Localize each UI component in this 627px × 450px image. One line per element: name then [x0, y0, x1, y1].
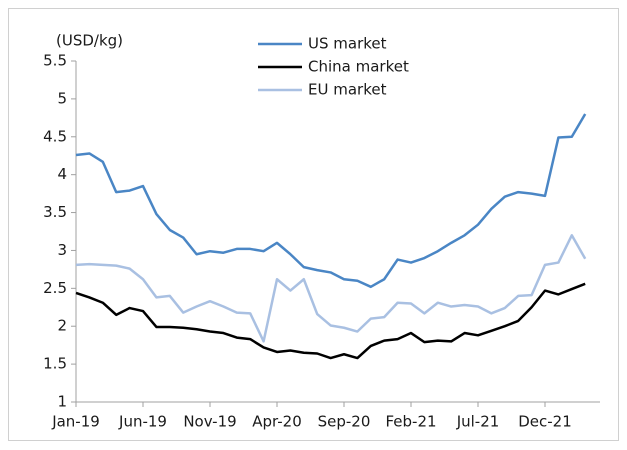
x-tick-label: Jun-19	[118, 413, 167, 431]
series-line	[75, 282, 586, 360]
series-line	[75, 113, 587, 289]
chart-frame	[8, 8, 619, 441]
y-tick-label: 1	[57, 393, 67, 411]
y-tick-label: 3	[57, 241, 67, 259]
x-tick-label: Feb-21	[385, 413, 436, 431]
x-tick-label: Sep-20	[318, 413, 371, 431]
x-tick-label: Nov-19	[183, 413, 236, 431]
y-tick-label: 4.5	[43, 127, 67, 145]
y-tick-label: 1.5	[43, 355, 67, 373]
series-line	[75, 234, 587, 343]
y-tick-label: 2.5	[43, 279, 67, 297]
y-tick-label: 5.5	[43, 52, 67, 70]
y-tick-label: 3.5	[43, 203, 67, 221]
y-tick-label: 5	[57, 89, 67, 107]
y-tick-label: 4	[57, 165, 67, 183]
legend-label: EU market	[308, 81, 387, 99]
y-tick-label: 2	[57, 317, 67, 335]
x-tick-label: Jul-21	[456, 413, 500, 431]
x-tick-label: Dec-21	[518, 413, 572, 431]
legend-label: US market	[308, 35, 387, 53]
x-tick-label: Apr-20	[252, 413, 302, 431]
x-tick-label: Jan-19	[51, 413, 100, 431]
y-axis-label: (USD/kg)	[56, 32, 123, 50]
legend-label: China market	[308, 58, 409, 76]
